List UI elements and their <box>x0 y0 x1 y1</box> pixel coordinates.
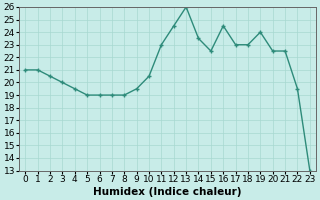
X-axis label: Humidex (Indice chaleur): Humidex (Indice chaleur) <box>93 187 242 197</box>
